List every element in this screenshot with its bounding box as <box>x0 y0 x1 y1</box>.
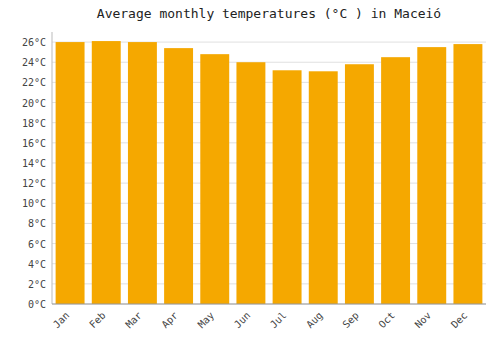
y-tick-label: 14°C <box>22 158 46 169</box>
grid-line <box>52 304 486 305</box>
x-tick-label: Apr <box>159 310 180 331</box>
x-tick-label: Nov <box>413 310 434 331</box>
y-axis-line <box>52 32 53 304</box>
x-tick-label: Oct <box>376 310 397 331</box>
bars <box>56 41 483 304</box>
title: Average monthly temperatures (°C ) in Ma… <box>97 6 441 21</box>
y-tick-label: 0°C <box>28 299 46 310</box>
y-tick-label: 26°C <box>22 37 46 48</box>
y-tick-label: 2°C <box>28 279 46 290</box>
y-tick-label: 18°C <box>22 118 46 129</box>
x-tick-label: Mar <box>123 310 144 331</box>
x-tick-label: Jul <box>268 310 289 331</box>
y-tick-label: 4°C <box>28 259 46 270</box>
bar <box>309 71 338 304</box>
bar <box>164 48 193 304</box>
chart: Average monthly temperatures (°C ) in Ma… <box>0 0 500 350</box>
bar <box>200 54 229 304</box>
x-tick-label: Sep <box>340 310 361 331</box>
y-tick-label: 22°C <box>22 77 46 88</box>
x-tick-label: Aug <box>304 310 325 331</box>
bar <box>381 57 410 304</box>
x-tick-label: Jan <box>51 310 72 331</box>
x-tick-label: May <box>196 310 217 331</box>
chart-container: Average monthly temperatures (°C ) in Ma… <box>0 0 500 350</box>
bar <box>128 42 157 304</box>
bar <box>417 47 446 304</box>
y-tick-label: 16°C <box>22 138 46 149</box>
bar <box>273 70 302 304</box>
y-tick-label: 8°C <box>28 218 46 229</box>
y-tick-label: 20°C <box>22 98 46 109</box>
x-tick-label: Feb <box>87 310 108 331</box>
y-tick-label: 24°C <box>22 57 46 68</box>
bar <box>453 44 482 304</box>
bar <box>56 42 85 304</box>
y-tick-label: 10°C <box>22 198 46 209</box>
bar <box>92 41 121 304</box>
x-axis-line <box>52 304 486 305</box>
bar <box>236 62 265 304</box>
x-tick-label: Jun <box>232 310 253 331</box>
x-tick-label: Dec <box>449 310 470 331</box>
y-tick-label: 12°C <box>22 178 46 189</box>
bar <box>345 64 374 304</box>
y-tick-label: 6°C <box>28 239 46 250</box>
